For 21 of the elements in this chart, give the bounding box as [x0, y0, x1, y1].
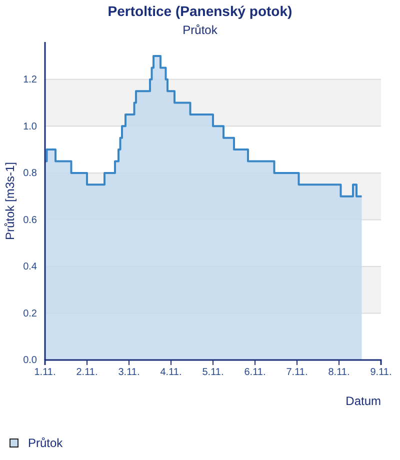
y-tick-label: 1.0: [23, 121, 38, 132]
y-tick-label: 0.2: [23, 308, 38, 320]
text: Průtok: [28, 436, 64, 450]
y-tick-label: 1.2: [23, 74, 38, 86]
y-axis-title: Průtok [m3s-1]: [3, 162, 17, 240]
x-tick-label: 9.11.: [370, 367, 392, 378]
chart-subtitle: Průtok: [182, 23, 218, 37]
x-tick-label: 8.11.: [328, 367, 350, 378]
y-tick-label: 0.4: [23, 262, 38, 273]
x-axis-title: Datum: [346, 394, 382, 408]
x-tick-label: 4.11.: [160, 367, 182, 378]
x-tick-label: 7.11.: [286, 367, 308, 378]
x-tick-label: 2.11.: [76, 367, 98, 378]
y-tick-label: 0.0: [23, 355, 38, 366]
x-tick-label: 3.11.: [118, 367, 140, 378]
x-tick-label: 6.11.: [244, 367, 266, 378]
chart-title: Pertoltice (Panenský potok): [108, 3, 292, 19]
y-tick-label: 0.6: [23, 214, 38, 226]
y-tick-label: 0.8: [23, 168, 38, 180]
x-tick-label: 5.11.: [202, 367, 224, 378]
x-tick-label: 1.11.: [34, 367, 56, 378]
